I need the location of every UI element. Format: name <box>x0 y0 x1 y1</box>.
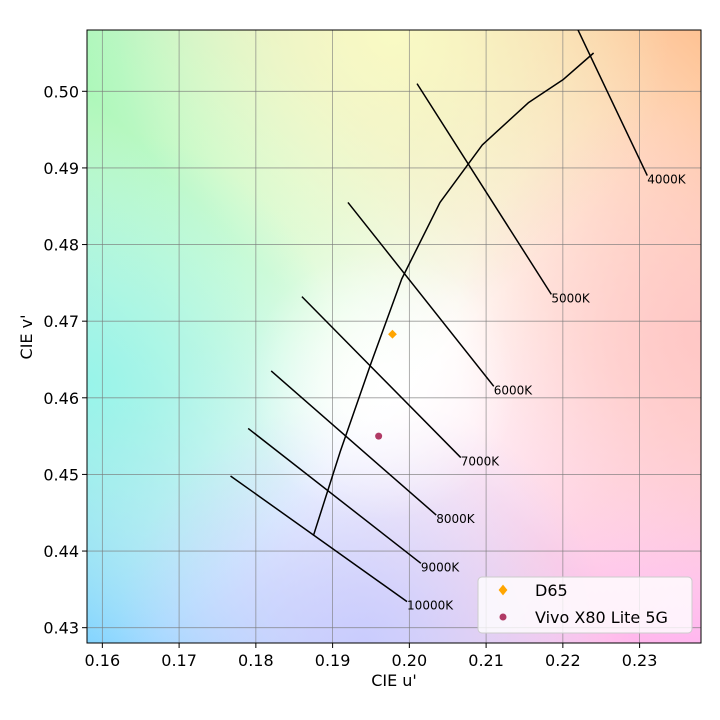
legend: D65 Vivo X80 Lite 5G <box>477 576 693 634</box>
cct-label: 4000K <box>647 173 687 187</box>
y-tick-label: 0.49 <box>43 159 79 178</box>
isotherm-6000K <box>347 201 495 387</box>
point-d65 <box>388 329 397 339</box>
y-axis-label: CIE v' <box>17 315 36 360</box>
y-tick-label: 0.46 <box>43 389 79 408</box>
x-tick-label: 0.23 <box>622 651 658 670</box>
planckian-locus <box>312 52 595 536</box>
grid-lines <box>87 30 701 643</box>
data-points: 4000K 5000K 6000K 7000K 8000K 9000K 10000K <box>375 173 687 613</box>
point-device <box>375 432 383 440</box>
legend-device-marker <box>499 613 507 621</box>
x-axis-label: CIE u' <box>371 671 417 690</box>
planckian-locus-line <box>312 52 595 536</box>
legend-device-label: Vivo X80 Lite 5G <box>535 608 668 627</box>
x-tick-label: 0.20 <box>392 651 428 670</box>
isotherm-9000K <box>247 427 422 564</box>
x-tick-label: 0.17 <box>161 651 197 670</box>
x-tick-label: 0.19 <box>315 651 351 670</box>
plot-frame <box>86 29 702 644</box>
isotherm-5000K <box>416 83 552 295</box>
isotherm-7000K <box>301 296 462 459</box>
isotherm-10000K <box>230 475 408 603</box>
x-axis-ticks: 0.16 0.17 0.18 0.19 0.20 0.21 0.22 0.23 <box>85 643 658 670</box>
legend-d65-label: D65 <box>535 581 568 600</box>
y-tick-label: 0.47 <box>43 312 79 331</box>
y-tick-label: 0.43 <box>43 619 79 638</box>
legend-d65-marker <box>498 584 508 596</box>
cct-label: 8000K <box>436 512 476 526</box>
cct-label: 9000K <box>421 560 461 574</box>
isotherm-lines <box>230 30 648 603</box>
y-tick-label: 0.48 <box>43 236 79 255</box>
cct-label: 5000K <box>551 291 591 305</box>
cct-label: 10000K <box>407 599 454 613</box>
x-tick-label: 0.21 <box>468 651 504 670</box>
x-tick-label: 0.22 <box>545 651 581 670</box>
x-tick-label: 0.16 <box>85 651 121 670</box>
y-tick-label: 0.44 <box>43 542 79 561</box>
isotherm-8000K <box>270 370 437 516</box>
y-axis-ticks: 0.43 0.44 0.45 0.46 0.47 0.48 0.49 0.50 <box>43 82 87 638</box>
legend-box <box>477 576 693 634</box>
y-tick-label: 0.50 <box>43 82 79 101</box>
x-tick-label: 0.18 <box>238 651 274 670</box>
cct-label: 6000K <box>494 383 534 397</box>
y-tick-label: 0.45 <box>43 465 79 484</box>
cct-label: 7000K <box>461 455 501 469</box>
isotherm-4000K <box>577 30 648 176</box>
